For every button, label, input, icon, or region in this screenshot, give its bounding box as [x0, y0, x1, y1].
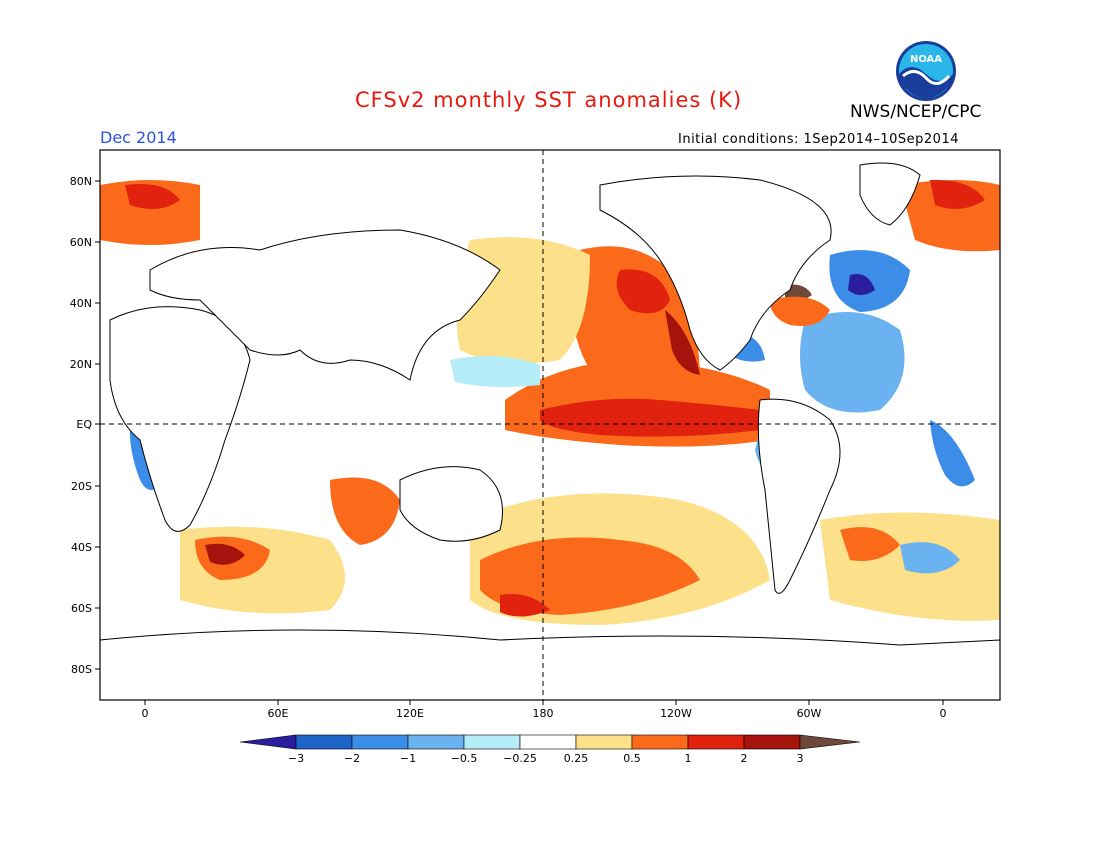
colorbar-swatch: [519, 734, 577, 750]
lon-tick-label: 180: [533, 707, 554, 720]
colorbar-label: 1: [685, 752, 692, 765]
colorbar-swatch: [295, 734, 353, 750]
colorbar-label: −0.5: [451, 752, 478, 765]
lon-tick-label: 0: [142, 707, 149, 720]
lat-tick-label: 60S: [71, 602, 92, 615]
lat-tick-label: 40S: [71, 541, 92, 554]
lon-tick-label: 60W: [797, 707, 822, 720]
colorbar-label: −0.25: [503, 752, 537, 765]
lon-tick-label: 120W: [660, 707, 692, 720]
page-title: CFSv2 monthly SST anomalies (K): [355, 88, 743, 112]
colorbar-label: −3: [288, 752, 304, 765]
latitude-axis: 80N 60N 40N 20N EQ 20S 40S 60S 80S: [70, 175, 100, 676]
longitude-axis: 0 60E 120E 180 120W 60W 0: [142, 700, 947, 720]
noaa-logo-text: NOAA: [910, 54, 942, 65]
colorbar-label: 3: [797, 752, 804, 765]
colorbar-swatch: [351, 734, 409, 750]
colorbar-swatch: [743, 734, 801, 750]
colorbar: −3 −2 −1 −0.5 −0.25 0.25 0.5 1 2 3: [239, 734, 861, 765]
initial-conditions-label: Initial conditions: 1Sep2014–10Sep2014: [678, 132, 959, 147]
noaa-logo: NOAA: [895, 40, 957, 102]
lat-tick-label: 80N: [70, 175, 92, 188]
period-label: Dec 2014: [100, 128, 177, 147]
lat-tick-label: 80S: [71, 663, 92, 676]
colorbar-label: 0.25: [564, 752, 589, 765]
lat-tick-label: 60N: [70, 236, 92, 249]
colorbar-label: −1: [400, 752, 416, 765]
lon-tick-label: 0: [940, 707, 947, 720]
colorbar-label: −2: [344, 752, 360, 765]
colorbar-swatch: [463, 734, 521, 750]
lat-tick-label: EQ: [76, 418, 92, 431]
colorbar-label: 2: [741, 752, 748, 765]
lat-tick-label: 40N: [70, 297, 92, 310]
colorbar-label: 0.5: [623, 752, 641, 765]
colorbar-swatch: [631, 734, 689, 750]
continents: [100, 162, 1000, 700]
org-label: NWS/NCEP/CPC: [850, 102, 982, 122]
lat-tick-label: 20S: [71, 480, 92, 493]
colorbar-swatch: [407, 734, 465, 750]
colorbar-arrow-low: [239, 734, 297, 750]
colorbar-swatch: [575, 734, 633, 750]
anomaly-field: [100, 179, 1000, 625]
lat-tick-label: 20N: [70, 358, 92, 371]
lon-tick-label: 60E: [268, 707, 289, 720]
colorbar-swatch: [687, 734, 745, 750]
colorbar-arrow-high: [799, 734, 861, 750]
lon-tick-label: 120E: [396, 707, 424, 720]
